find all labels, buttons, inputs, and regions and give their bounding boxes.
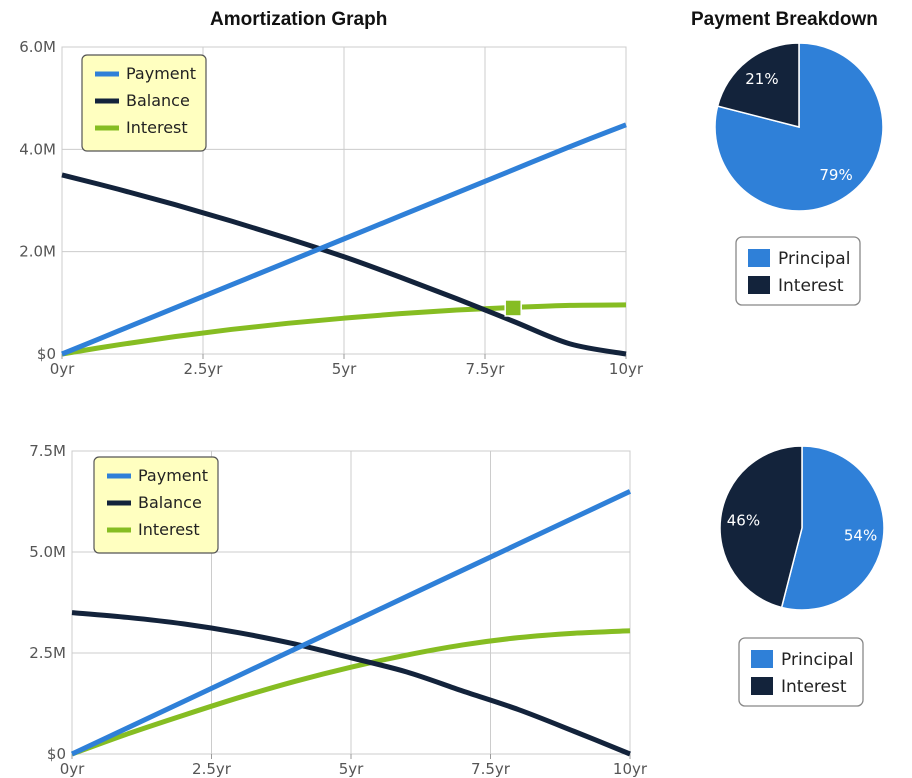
highlight-marker (504, 299, 522, 317)
pie-slice-principal (714, 42, 884, 212)
series-line-payment (70, 489, 632, 757)
x-tick-label: 7.5yr (466, 360, 506, 378)
y-tick-label: $0 (47, 745, 66, 763)
legend-label-interest: Interest (138, 520, 200, 539)
pie-legend-label-principal: Principal (778, 249, 850, 269)
y-tick-label: 5.0M (29, 543, 66, 561)
legend-label-payment: Payment (126, 64, 196, 83)
pie-legend: Principal Interest (738, 637, 864, 707)
x-tick-label: 0yr (50, 360, 75, 378)
y-tick-label: 4.0M (19, 140, 56, 158)
pie-legend-swatch-principal (751, 650, 773, 668)
series-line-interest (61, 302, 627, 357)
pie-legend-label-principal: Principal (781, 650, 853, 670)
x-tick-label: 2.5yr (192, 760, 232, 778)
chart-legend: Payment Balance Interest (93, 456, 219, 554)
pie-legend-swatch-interest (751, 677, 773, 695)
legend-label-interest: Interest (126, 118, 188, 137)
pie-legend-label-interest: Interest (778, 276, 844, 296)
amortization-graph-title: Amortization Graph (210, 9, 388, 30)
pie-chart-1: 79% 21% Principal Interest (714, 42, 884, 306)
legend-label-payment: Payment (138, 466, 208, 485)
y-tick-label: 6.0M (19, 38, 56, 56)
x-tick-label: 7.5yr (471, 760, 511, 778)
pie-label-interest: 46% (727, 512, 760, 530)
x-tick-label: 5yr (339, 760, 364, 778)
x-tick-label: 10yr (609, 360, 644, 378)
pie-label-interest: 21% (745, 70, 778, 88)
y-tick-label: 2.5M (29, 644, 66, 662)
line-chart-2: 0yr 2.5yr 5yr 7.5yr 10yr $0 2.5M 5.0M 7.5M Paymen… (29, 442, 648, 778)
pie-legend: Principal Interest (735, 236, 861, 306)
y-tick-label: $0 (37, 345, 56, 363)
chart-legend: Payment Balance Interest (81, 54, 207, 152)
line-chart-1: 0yr 2.5yr 5yr 7.5yr 10yr $0 2.0M 4.0M 6.0M Paymen… (19, 38, 644, 378)
pie-slice-interest (719, 445, 803, 609)
pie-chart-2: 54% 46% Principal Interest (719, 445, 885, 707)
legend-label-balance: Balance (138, 493, 202, 512)
pie-label-principal: 54% (844, 526, 877, 544)
series-line-interest (71, 628, 631, 757)
pie-legend-swatch-interest (748, 276, 770, 294)
pie-legend-label-interest: Interest (781, 677, 847, 697)
pie-slice-interest (716, 42, 800, 128)
x-tick-label: 2.5yr (184, 360, 224, 378)
legend-label-balance: Balance (126, 91, 190, 110)
x-tick-label: 0yr (60, 760, 85, 778)
pie-label-principal: 79% (819, 166, 852, 184)
series-line-balance (71, 610, 631, 757)
series-line-balance (61, 172, 627, 357)
y-tick-label: 7.5M (29, 442, 66, 460)
x-tick-label: 10yr (613, 760, 648, 778)
pie-slice-principal (780, 445, 885, 611)
x-tick-label: 5yr (332, 360, 357, 378)
pie-legend-swatch-principal (748, 249, 770, 267)
y-tick-label: 2.0M (19, 243, 56, 261)
series-line-payment (61, 122, 627, 357)
payment-breakdown-title: Payment Breakdown (691, 9, 878, 30)
